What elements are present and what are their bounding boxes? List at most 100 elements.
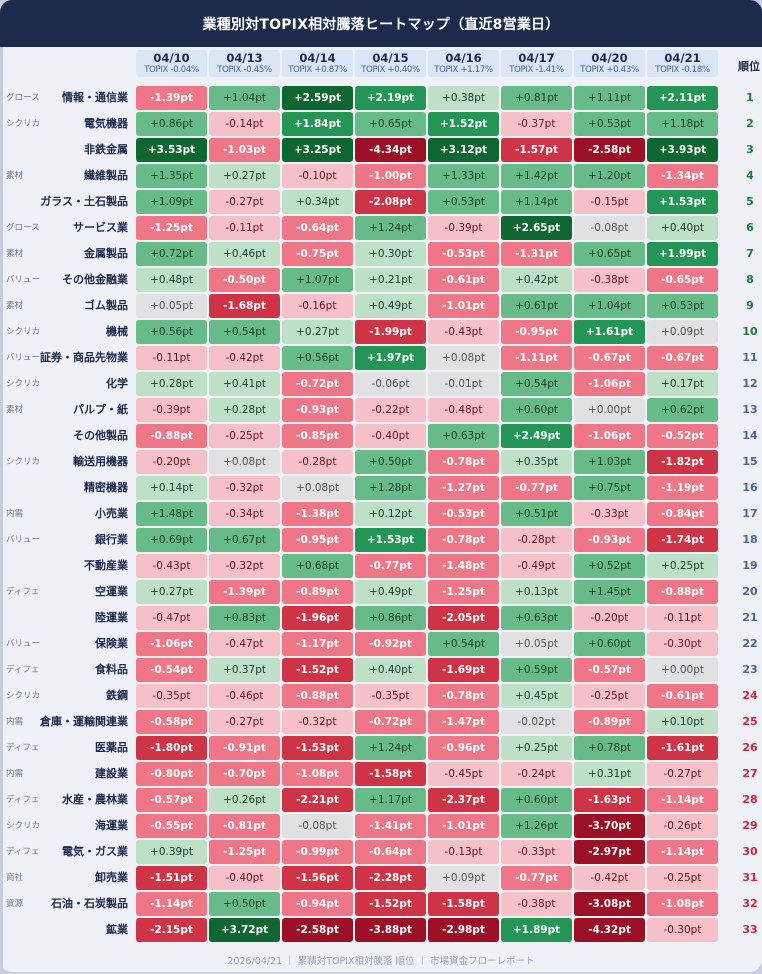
heatmap-cell: +0.37pt xyxy=(209,658,280,682)
heatmap-cell: -0.65pt xyxy=(647,268,718,292)
sector-name: 精密機器 xyxy=(84,481,128,494)
heatmap-cell: -1.08pt xyxy=(647,892,718,916)
sector-name: サービス業 xyxy=(73,221,128,234)
sector-style-tag: ディフェ xyxy=(6,587,40,597)
chart-title: 業種別対TOPIX相対騰落ヒートマップ（直近8営業日） xyxy=(0,0,762,47)
heatmap-cell: -0.57pt xyxy=(136,788,207,812)
sector-name: 非鉄金属 xyxy=(84,143,128,156)
heatmap-cell: -0.38pt xyxy=(574,268,645,292)
heatmap-cell: +2.49pt xyxy=(501,424,572,448)
heatmap-cell: -1.08pt xyxy=(282,762,353,786)
heatmap-row: グロース 情報・通信業 -1.39pt +1.04pt +2.59pt +2.19pt +0… xyxy=(0,86,762,110)
heatmap-cell: -0.77pt xyxy=(501,866,572,890)
heatmap-cell: +2.59pt xyxy=(282,86,353,110)
rank-value: 23 xyxy=(742,663,758,676)
heatmap-cell: -1.14pt xyxy=(136,892,207,916)
rank-value: 32 xyxy=(742,897,758,910)
heatmap-cell: -1.47pt xyxy=(428,710,499,734)
heatmap-cell: -1.14pt xyxy=(647,840,718,864)
sector-name: 陸運業 xyxy=(95,611,128,624)
heatmap-row: 内需 小売業 +1.48pt -0.34pt -1.38pt +0.12pt -0.53pt… xyxy=(0,502,762,526)
heatmap-cell: -0.34pt xyxy=(209,502,280,526)
heatmap-cell: -0.48pt xyxy=(428,398,499,422)
heatmap-cell: +0.28pt xyxy=(136,372,207,396)
heatmap-cell: +0.63pt xyxy=(428,424,499,448)
heatmap-cell: +0.27pt xyxy=(282,320,353,344)
heatmap-row: グロース サービス業 -1.25pt -0.11pt -0.64pt +1.24pt -0.… xyxy=(0,216,762,240)
heatmap-cell: +0.81pt xyxy=(501,86,572,110)
heatmap-cell: +1.61pt xyxy=(574,320,645,344)
heatmap-cell: -0.72pt xyxy=(282,372,353,396)
heatmap-cell: -0.55pt xyxy=(136,814,207,838)
heatmap-cell: -1.17pt xyxy=(282,632,353,656)
rank-value: 10 xyxy=(742,325,758,338)
heatmap-cell: -0.25pt xyxy=(574,684,645,708)
heatmap-cell: +0.08pt xyxy=(209,450,280,474)
heatmap-cell: -0.13pt xyxy=(428,840,499,864)
heatmap-cell: +2.11pt xyxy=(647,86,718,110)
date-label: 04/21 xyxy=(664,51,701,65)
heatmap-cell: +0.63pt xyxy=(501,606,572,630)
heatmap-cell: +1.04pt xyxy=(574,294,645,318)
sector-name: 医薬品 xyxy=(95,741,128,754)
heatmap-cell: +0.05pt xyxy=(501,632,572,656)
sector-name: 食料品 xyxy=(95,663,128,676)
heatmap-cell: +0.50pt xyxy=(355,450,426,474)
rank-value: 3 xyxy=(746,143,754,156)
sector-style-tag: 資源 xyxy=(6,899,24,909)
heatmap-cells: -1.80pt -0.91pt -1.53pt +1.24pt -0.96pt +0.25… xyxy=(136,736,718,760)
topix-change: TOPIX +0.87% xyxy=(288,65,347,75)
heatmap-cell: -0.67pt xyxy=(647,346,718,370)
heatmap-row: 精密機器 +0.14pt -0.32pt +0.08pt +1.28pt -1.27pt -… xyxy=(0,476,762,500)
heatmap-cell: -2.97pt xyxy=(574,840,645,864)
heatmap-cell: -0.49pt xyxy=(501,554,572,578)
heatmap-cell: +0.12pt xyxy=(355,502,426,526)
heatmap-row: 内需 倉庫・運輸関連業 -0.58pt -0.27pt -0.32pt -0.72pt -1… xyxy=(0,710,762,734)
heatmap-cell: +1.09pt xyxy=(136,190,207,214)
rank-value: 2 xyxy=(746,117,754,130)
rank-value: 26 xyxy=(742,741,758,754)
heatmap-cell: -1.48pt xyxy=(428,554,499,578)
heatmap-cell: +2.65pt xyxy=(501,216,572,240)
topix-change: TOPIX -0.45% xyxy=(217,65,272,75)
heatmap-cell: -0.64pt xyxy=(282,216,353,240)
heatmap-cell: +0.26pt xyxy=(209,788,280,812)
heatmap-cells: +0.86pt -0.14pt +1.84pt +0.65pt +1.52pt -0.37… xyxy=(136,112,718,136)
heatmap-cell: +0.67pt xyxy=(209,528,280,552)
rank-value: 13 xyxy=(742,403,758,416)
heatmap-cell: -1.82pt xyxy=(647,450,718,474)
heatmap-cell: +0.69pt xyxy=(136,528,207,552)
heatmap-cell: +0.62pt xyxy=(647,398,718,422)
heatmap-cell: +1.14pt xyxy=(501,190,572,214)
heatmap-cell: -0.42pt xyxy=(574,866,645,890)
heatmap-cell: +0.39pt xyxy=(136,840,207,864)
heatmap-cell: +2.19pt xyxy=(355,86,426,110)
heatmap-cell: +1.53pt xyxy=(647,190,718,214)
heatmap-cell: +0.09pt xyxy=(428,866,499,890)
rank-header: 順位 xyxy=(738,60,760,73)
date-label: 04/17 xyxy=(518,51,555,65)
heatmap-cell: -1.51pt xyxy=(136,866,207,890)
heatmap-cell: -2.08pt xyxy=(355,190,426,214)
heatmap-cells: +0.05pt -1.68pt -0.16pt +0.49pt -1.01pt +0.61… xyxy=(136,294,718,318)
heatmap-cell: +0.30pt xyxy=(355,242,426,266)
rank-value: 1 xyxy=(746,91,754,104)
heatmap-cells: -1.14pt +0.50pt -0.94pt -1.52pt -1.58pt -0.38… xyxy=(136,892,718,916)
heatmap-cell: +0.60pt xyxy=(501,788,572,812)
heatmap-cell: -0.38pt xyxy=(501,892,572,916)
heatmap-cell: +1.17pt xyxy=(355,788,426,812)
heatmap-cell: -1.61pt xyxy=(647,736,718,760)
topix-change: TOPIX +0.40% xyxy=(361,65,420,75)
heatmap-cell: -0.99pt xyxy=(282,840,353,864)
heatmap-cell: +0.54pt xyxy=(209,320,280,344)
heatmap-cell: -0.94pt xyxy=(282,892,353,916)
heatmap-cells: -1.25pt -0.11pt -0.64pt +1.24pt -0.39pt +2.65… xyxy=(136,216,718,240)
heatmap-cell: +0.83pt xyxy=(209,606,280,630)
heatmap-cell: -0.70pt xyxy=(209,762,280,786)
heatmap-cell: -0.91pt xyxy=(209,736,280,760)
heatmap-row: ディフェ 空運業 +0.27pt -1.39pt -0.89pt +0.49pt -1.25… xyxy=(0,580,762,604)
sector-name: 建設業 xyxy=(95,767,128,780)
heatmap-cell: +0.49pt xyxy=(355,580,426,604)
heatmap-row: ディフェ 水産・農林業 -0.57pt +0.26pt -2.21pt +1.17pt -2… xyxy=(0,788,762,812)
rank-value: 11 xyxy=(742,351,758,364)
